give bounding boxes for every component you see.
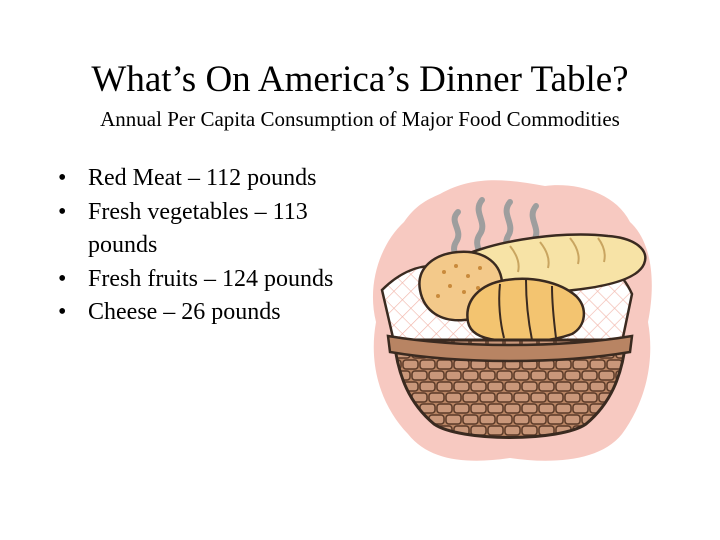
- bullet-marker: •: [58, 265, 67, 292]
- bullet-marker: •: [58, 165, 67, 191]
- bullet-item-cheese: • Cheese – 26 pounds: [58, 296, 358, 330]
- basket: [392, 338, 628, 439]
- bullet-item-fresh-fruits: • Fresh fruits – 124 pounds: [58, 263, 358, 297]
- slide-title: What’s On America’s Dinner Table?: [91, 59, 629, 100]
- bread-basket-icon: [360, 172, 660, 472]
- bullet-item-red-meat: • Red Meat – 112 pounds: [58, 162, 358, 196]
- bullet-text: Fresh vegetables – 113 pounds: [88, 198, 308, 259]
- bullet-list: • Red Meat – 112 pounds • Fresh vegetabl…: [58, 162, 358, 330]
- bullet-text: Cheese – 26 pounds: [88, 299, 281, 325]
- bullet-text: Red Meat – 112 pounds: [88, 165, 317, 191]
- seeds: [436, 264, 490, 300]
- bullet-marker: •: [58, 299, 67, 325]
- bullet-text: Fresh fruits – 124 pounds: [88, 265, 334, 292]
- basket-rim: [386, 334, 634, 363]
- bullet-marker: •: [58, 198, 67, 225]
- slide-subtitle: Annual Per Capita Consumption of Major F…: [100, 107, 620, 131]
- bread-basket-illustration: [372, 180, 652, 461]
- bullet-item-fresh-vegetables: • Fresh vegetables – 113 pounds: [58, 196, 358, 263]
